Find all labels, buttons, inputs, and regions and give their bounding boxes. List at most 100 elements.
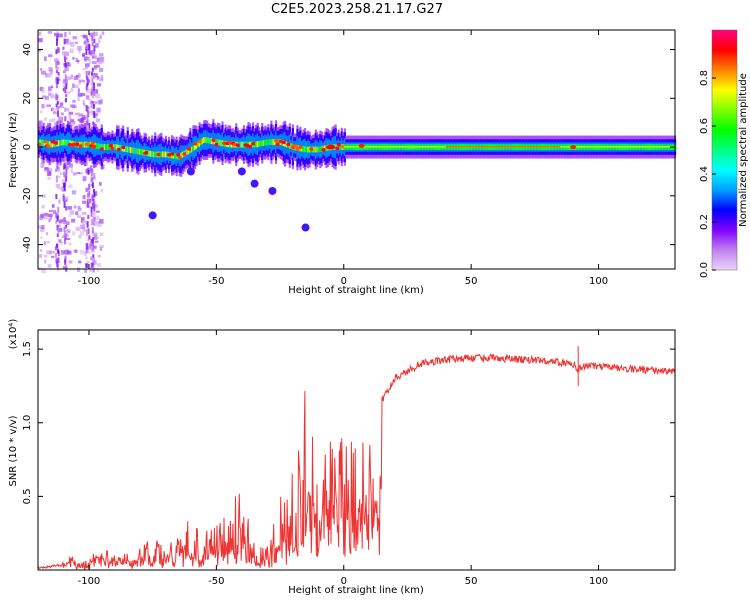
heat-cell <box>44 216 49 220</box>
heat-cell <box>70 74 74 80</box>
spectrogram-y-axis-label: Frequency (Hz) <box>8 112 19 188</box>
heat-cell <box>77 205 81 209</box>
heat-cell <box>96 64 101 68</box>
heat-cell <box>88 123 91 130</box>
heat-cell <box>91 219 94 226</box>
heat-core <box>302 145 305 152</box>
heat-core <box>140 149 143 155</box>
heat-core <box>319 146 322 153</box>
heat-core <box>206 137 209 144</box>
heat-cell <box>65 66 69 72</box>
heat-cell <box>73 120 76 124</box>
heat-cell <box>46 231 49 236</box>
heat-core <box>265 139 268 146</box>
heat-cell <box>40 225 45 230</box>
heat-cell <box>59 172 63 175</box>
heat-cell <box>69 48 74 54</box>
heat-peak <box>156 152 162 157</box>
heat-cell <box>93 65 98 69</box>
heat-cell <box>92 223 97 226</box>
heat-cell <box>101 31 105 35</box>
heat-cell <box>87 261 90 264</box>
heat-cell <box>64 107 70 112</box>
heat-cell <box>90 91 93 96</box>
heat-cell <box>63 201 66 208</box>
heat-core <box>258 141 261 147</box>
heat-cell <box>55 168 58 172</box>
heat-cell <box>48 54 53 58</box>
heat-core <box>196 141 200 148</box>
heat-cell <box>68 184 73 189</box>
heat-cell <box>51 118 56 122</box>
heat-cell <box>92 67 97 70</box>
heat-cell <box>43 56 47 62</box>
heat-cell <box>46 250 52 255</box>
heat-cell <box>86 97 91 101</box>
heat-cell <box>49 119 53 122</box>
heat-core <box>42 140 45 146</box>
heat-peak <box>43 139 49 144</box>
heat-cell <box>68 214 71 217</box>
heat-cell <box>53 32 59 37</box>
heat-cell <box>60 250 64 255</box>
heat-core <box>39 139 42 146</box>
heat-peak <box>336 142 342 147</box>
heat-cell <box>90 262 93 269</box>
heat-cell <box>87 245 93 250</box>
heat-cell <box>87 228 90 235</box>
heat-cell <box>57 206 60 214</box>
heat-cell <box>64 98 67 103</box>
heat-core <box>271 139 275 146</box>
heat-cell <box>86 41 90 44</box>
heat-cell <box>54 58 59 63</box>
heat-cell <box>48 213 53 218</box>
heat-cell <box>43 255 48 258</box>
heat-cell <box>71 218 76 223</box>
heat-cell <box>42 194 46 198</box>
heat-cell <box>93 88 96 96</box>
y-tick-label: 1.5 <box>22 341 33 357</box>
heat-cell <box>48 168 53 172</box>
heat-peak <box>570 145 577 150</box>
heat-cell <box>64 32 67 38</box>
snr-x-ticks: -100 -50 0 50 100 <box>78 330 608 587</box>
heat-peak <box>144 150 150 155</box>
heat-cell <box>52 108 57 111</box>
heat-cell <box>82 195 86 199</box>
heat-blob <box>303 225 308 230</box>
heat-cell <box>93 101 98 104</box>
heat-cell <box>85 65 89 69</box>
heat-cell <box>63 85 66 92</box>
heat-cell <box>76 59 80 62</box>
heat-peak <box>275 142 281 147</box>
heat-cell <box>75 211 79 216</box>
heat-cell <box>90 168 94 173</box>
heat-cell <box>91 72 94 76</box>
heat-peak <box>327 144 336 150</box>
heat-cell <box>41 88 45 93</box>
heat-cell <box>65 206 68 211</box>
snr-y-ticks: 0.5 1.0 1.5 <box>22 341 675 504</box>
heat-cell <box>82 68 87 71</box>
heat-cell <box>52 209 57 214</box>
heat-cell <box>65 221 70 226</box>
heat-cell <box>51 85 54 89</box>
heat-cell <box>88 190 91 196</box>
colorbar-tick-label: 0.2 <box>699 214 710 230</box>
heat-cell <box>96 57 102 63</box>
x-tick-label: -50 <box>208 576 224 587</box>
heat-cell <box>63 217 66 223</box>
heat-cell <box>65 175 68 182</box>
heat-cell <box>40 227 45 232</box>
heat-core <box>186 149 189 156</box>
heat-cell <box>90 256 94 261</box>
heat-cell <box>68 40 71 44</box>
heat-cell <box>75 226 81 231</box>
heat-cell <box>56 31 59 34</box>
heat-core <box>129 147 132 153</box>
heat-cell <box>55 175 58 183</box>
y-tick-label: -20 <box>22 188 33 204</box>
heat-cell <box>85 247 88 254</box>
heat-core <box>267 139 270 146</box>
heat-peak <box>211 138 217 143</box>
